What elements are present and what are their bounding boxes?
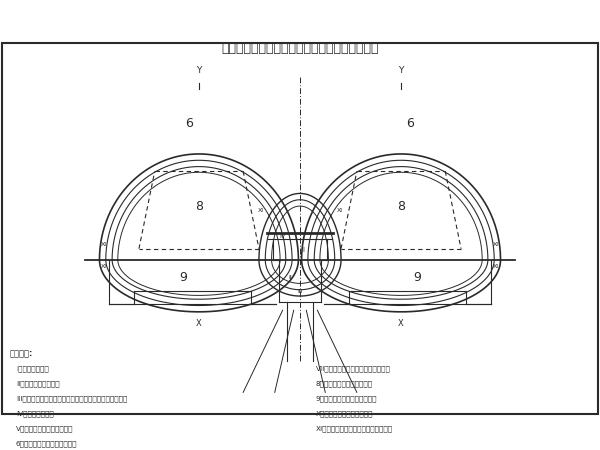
Text: 连拱隧道中导洞法合阶分步开挖施工作业程序图: 连拱隧道中导洞法合阶分步开挖施工作业程序图 <box>221 42 379 55</box>
Text: 图件序号:: 图件序号: <box>10 350 33 359</box>
Text: X: X <box>398 319 404 328</box>
Text: II、中导洞初期支护；: II、中导洞初期支护； <box>16 380 59 387</box>
Text: XI: XI <box>257 208 263 213</box>
Text: I、中导洞开挖；: I、中导洞开挖； <box>16 365 49 372</box>
Text: XI: XI <box>101 242 107 247</box>
Text: XI: XI <box>493 264 499 269</box>
Text: IV、中墙侧支柱；: IV、中墙侧支柱； <box>16 410 53 417</box>
Text: 6、左（右）主洞上合阶开挖；: 6、左（右）主洞上合阶开挖； <box>16 441 77 447</box>
Text: 8: 8 <box>397 199 405 212</box>
Text: 9: 9 <box>179 270 187 284</box>
Text: 6: 6 <box>407 117 415 130</box>
Text: 8、主洞上合阶核心土开挖；: 8、主洞上合阶核心土开挖； <box>316 380 373 387</box>
Text: XI、全断面模注左（右）洞二次衬砌。: XI、全断面模注左（右）洞二次衬砌。 <box>316 426 393 432</box>
Text: I: I <box>302 247 304 253</box>
Text: III: III <box>297 289 303 294</box>
Text: XI: XI <box>337 208 343 213</box>
Text: X: X <box>196 319 202 328</box>
Text: XI: XI <box>493 242 499 247</box>
Text: X、左（右）主洞仰拱封闭；: X、左（右）主洞仰拱封闭； <box>316 410 373 417</box>
Text: Y: Y <box>196 66 202 75</box>
Text: XI: XI <box>101 264 107 269</box>
Text: III、基底注浆锚杆施作，灌注中墙及中墙顶部回填处理；: III、基底注浆锚杆施作，灌注中墙及中墙顶部回填处理； <box>16 395 127 402</box>
Text: II: II <box>289 274 292 279</box>
Text: Y: Y <box>398 66 404 75</box>
Text: IV: IV <box>280 234 286 239</box>
Text: 9: 9 <box>413 270 421 284</box>
Text: 9、左（右）主洞下合阶开挖；: 9、左（右）主洞下合阶开挖； <box>316 395 377 402</box>
Text: VII、左（右）主洞上合阶初期支护；: VII、左（右）主洞上合阶初期支护； <box>316 365 391 372</box>
Text: 6: 6 <box>185 117 193 130</box>
Text: 8: 8 <box>195 199 203 212</box>
Text: V、左（右）主洞超前支护；: V、左（右）主洞超前支护； <box>16 426 73 432</box>
